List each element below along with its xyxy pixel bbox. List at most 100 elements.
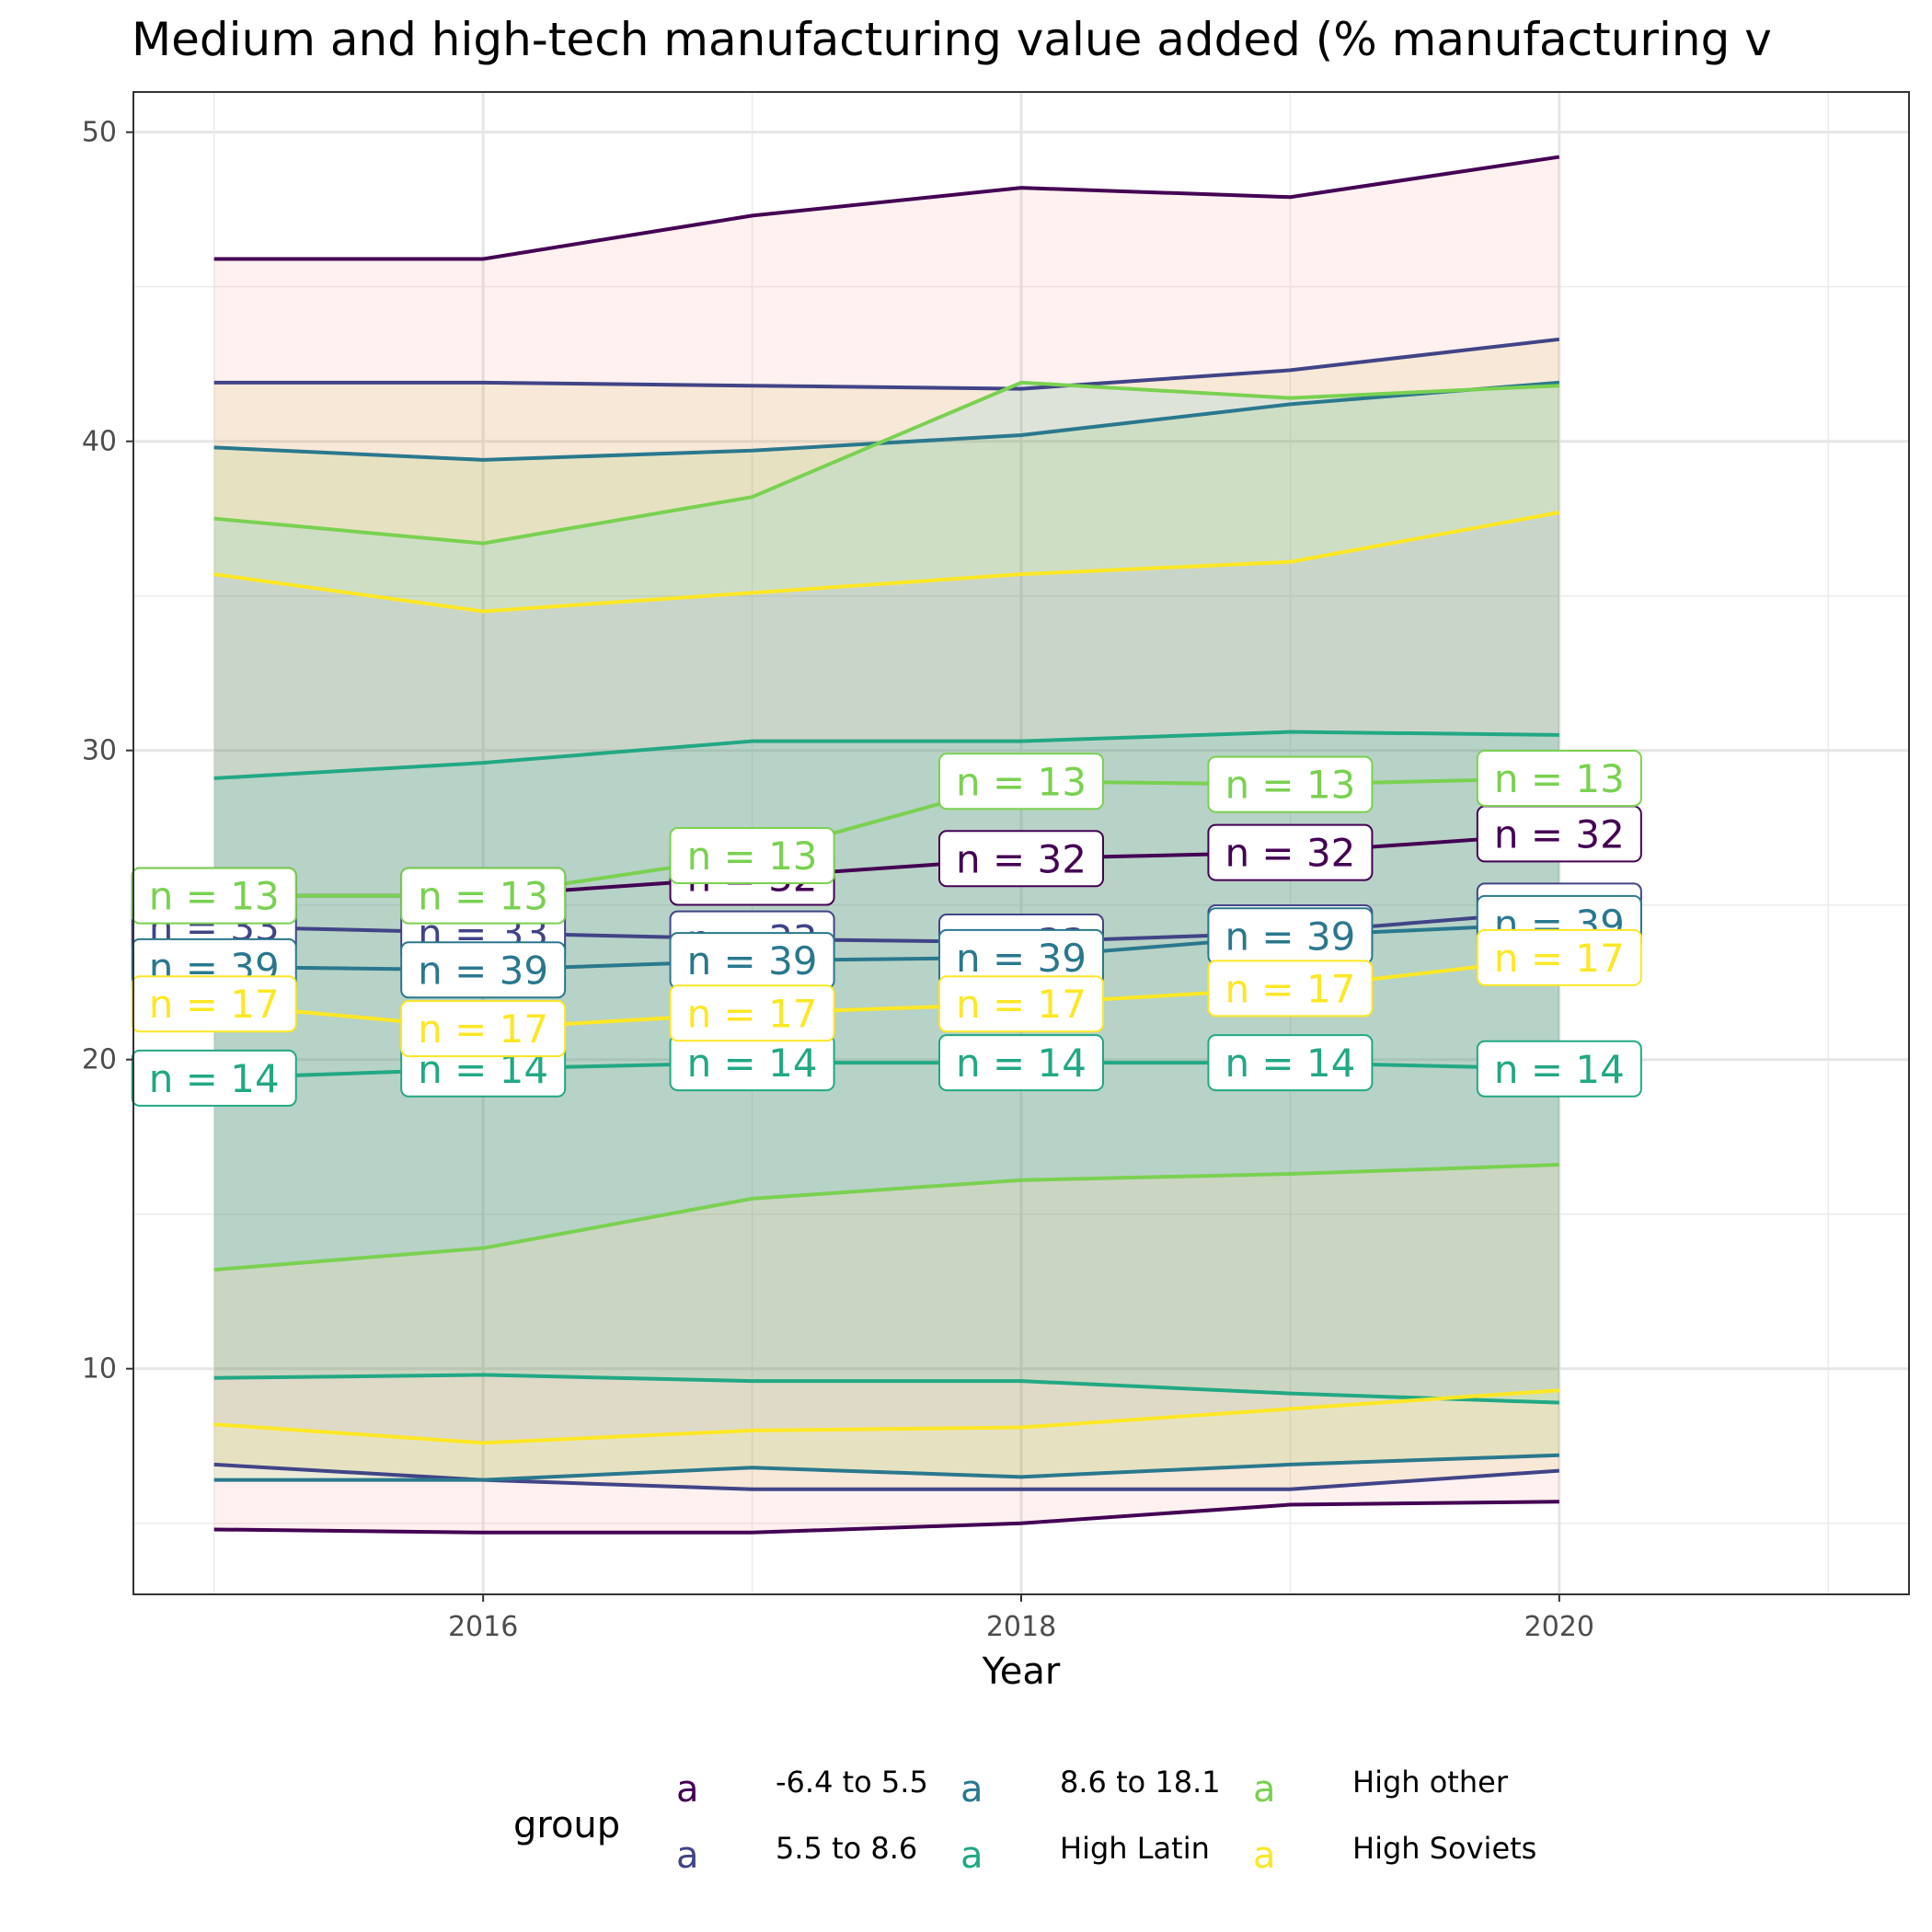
n-label-box bbox=[669, 984, 835, 1042]
n-label-box bbox=[938, 1034, 1104, 1092]
legend-key: a bbox=[960, 1768, 983, 1811]
ribbons bbox=[213, 156, 1559, 1533]
n-label: n = 39 bbox=[669, 932, 835, 990]
legend-key: a bbox=[960, 1834, 983, 1877]
n-label-text: n = 17 bbox=[149, 982, 280, 1027]
n-label-box bbox=[938, 753, 1104, 811]
n-label-text: n = 17 bbox=[1494, 936, 1625, 981]
y-tick-label: 20 bbox=[82, 1044, 117, 1076]
x-tick-label: 2020 bbox=[1524, 1611, 1594, 1643]
y-tick-label: 30 bbox=[82, 735, 117, 767]
n-label: n = 17 bbox=[1207, 960, 1374, 1018]
upper-line-5 bbox=[213, 511, 1560, 614]
n-label-text: n = 32 bbox=[956, 836, 1087, 881]
n-label: n = 32 bbox=[1476, 805, 1642, 863]
lower-line-3 bbox=[213, 1373, 1559, 1405]
n-label: n = 14 bbox=[131, 1049, 297, 1107]
n-label-text: n = 32 bbox=[1225, 831, 1355, 876]
n-label: n = 13 bbox=[669, 826, 835, 884]
x-tick-label: 2018 bbox=[986, 1611, 1056, 1643]
n-label-box bbox=[1207, 755, 1374, 813]
y-tick-label: 10 bbox=[82, 1353, 117, 1386]
upper-line-1 bbox=[213, 337, 1560, 391]
lower-line-0 bbox=[213, 1500, 1559, 1535]
chart-title: Medium and high-tech manufacturing value… bbox=[132, 13, 1772, 66]
legend: group a -6.4 to 5.5 a 5.5 to 8.6 a 8.6 to 18.… bbox=[513, 1765, 1536, 1877]
upper-line-0 bbox=[213, 155, 1560, 261]
n-label: n = 32 bbox=[1207, 823, 1374, 881]
n-label-box bbox=[1207, 1034, 1374, 1092]
n-label-box bbox=[131, 975, 297, 1033]
n-label-box bbox=[938, 975, 1104, 1033]
n-label-box bbox=[400, 941, 567, 999]
n-label: n = 14 bbox=[1207, 1034, 1374, 1092]
upper-line-3 bbox=[213, 730, 1559, 780]
x-axis-ticks: 2016 2018 2020 bbox=[448, 1594, 1594, 1643]
n-label-box bbox=[131, 867, 297, 925]
n-label-text: n = 17 bbox=[1225, 966, 1355, 1011]
legend-label: High other bbox=[1352, 1765, 1509, 1800]
n-label-text: n = 14 bbox=[687, 1041, 818, 1086]
n-label-box bbox=[400, 1000, 567, 1058]
n-label-box bbox=[1207, 823, 1374, 881]
n-label-box bbox=[1476, 928, 1642, 986]
n-label-text: n = 13 bbox=[956, 759, 1087, 804]
legend-key: a bbox=[676, 1768, 699, 1811]
n-label-box bbox=[131, 1049, 297, 1107]
y-tick-label: 40 bbox=[82, 426, 117, 458]
n-label-text: n = 14 bbox=[149, 1056, 280, 1101]
n-label: n = 17 bbox=[400, 1000, 567, 1058]
n-label: n = 39 bbox=[1207, 907, 1374, 965]
y-tick-label: 50 bbox=[82, 117, 117, 149]
legend-title: group bbox=[513, 1804, 620, 1846]
n-label: n = 39 bbox=[400, 941, 567, 999]
upper-line-2 bbox=[213, 380, 1560, 462]
legend-key: a bbox=[676, 1834, 699, 1877]
legend-key: a bbox=[1253, 1768, 1276, 1811]
n-label-box bbox=[938, 830, 1104, 888]
n-label-text: n = 13 bbox=[1494, 756, 1625, 801]
legend-key: a bbox=[1253, 1834, 1276, 1877]
n-label: n = 14 bbox=[1476, 1040, 1642, 1098]
n-label: n = 13 bbox=[938, 753, 1104, 811]
legend-label: High Soviets bbox=[1352, 1831, 1536, 1866]
n-label: n = 17 bbox=[131, 975, 297, 1033]
n-label-text: n = 32 bbox=[1494, 811, 1625, 857]
n-label: n = 13 bbox=[1476, 749, 1642, 807]
n-labels: n = 32n = 32n = 32n = 32n = 32n = 32n = … bbox=[131, 749, 1642, 1107]
n-label-text: n = 17 bbox=[418, 1006, 548, 1052]
n-label-text: n = 14 bbox=[1225, 1041, 1355, 1086]
legend-label: 8.6 to 18.1 bbox=[1060, 1765, 1221, 1800]
n-label: n = 17 bbox=[669, 984, 835, 1042]
n-label: n = 13 bbox=[1207, 755, 1374, 813]
n-label-box bbox=[1207, 960, 1374, 1018]
n-label: n = 13 bbox=[131, 867, 297, 925]
n-label: n = 14 bbox=[669, 1034, 835, 1092]
n-label-text: n = 13 bbox=[1225, 763, 1355, 808]
n-label-text: n = 39 bbox=[687, 938, 818, 983]
legend-label: 5.5 to 8.6 bbox=[776, 1831, 917, 1866]
legend-label: High Latin bbox=[1060, 1831, 1210, 1866]
n-label-text: n = 17 bbox=[687, 991, 818, 1036]
n-label: n = 13 bbox=[400, 867, 567, 925]
lower-line-1 bbox=[213, 1462, 1559, 1491]
ribbon-5 bbox=[213, 512, 1559, 1443]
n-label-box bbox=[1476, 749, 1642, 807]
n-label-text: n = 39 bbox=[418, 948, 548, 993]
upper-line-4 bbox=[213, 380, 1559, 546]
lower-line-5 bbox=[213, 1388, 1559, 1445]
n-label: n = 32 bbox=[938, 830, 1104, 888]
n-label-text: n = 17 bbox=[956, 982, 1087, 1027]
lower-line-4 bbox=[213, 1162, 1559, 1272]
n-label-text: n = 39 bbox=[1225, 914, 1355, 959]
n-label: n = 14 bbox=[938, 1034, 1104, 1092]
n-label: n = 17 bbox=[1476, 928, 1642, 986]
n-label-text: n = 39 bbox=[956, 936, 1087, 981]
ribbon-2 bbox=[213, 382, 1559, 1480]
ribbon-0 bbox=[213, 156, 1559, 1533]
n-label: n = 17 bbox=[938, 975, 1104, 1033]
n-label-text: n = 13 bbox=[687, 834, 818, 879]
legend-label: -6.4 to 5.5 bbox=[776, 1765, 928, 1800]
n-label-box bbox=[1476, 1040, 1642, 1098]
